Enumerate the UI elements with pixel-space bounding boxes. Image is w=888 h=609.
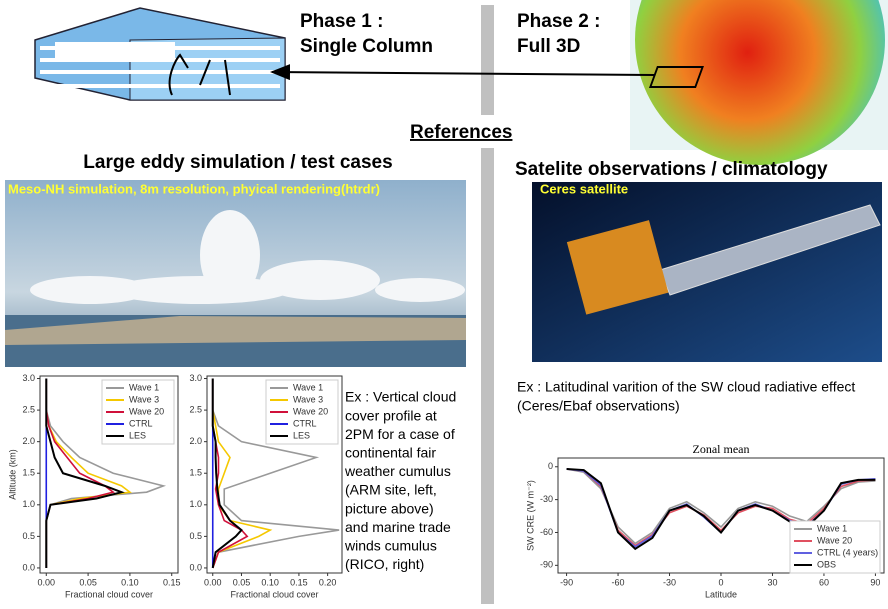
legend-label: CTRL [129, 418, 153, 428]
x-tick-label: 0.00 [38, 577, 56, 587]
phase2-title: Phase 2 : [517, 11, 600, 32]
y-tick-label: 2.5 [22, 404, 35, 414]
y-tick-label: 0 [548, 461, 553, 471]
y-tick-label: 1.5 [189, 468, 202, 478]
x-axis-label: Fractional cloud cover [65, 589, 153, 599]
y-tick-label: 1.0 [189, 499, 202, 509]
x-tick-label: 0.00 [204, 577, 222, 587]
x-tick-label: 0.05 [233, 577, 251, 587]
x-tick-label: 60 [819, 577, 829, 587]
note-line: and marine trade [345, 519, 451, 535]
legend-label: LES [129, 430, 146, 440]
phase1-title: Phase 1 : [300, 11, 383, 32]
x-tick-label: -30 [663, 577, 676, 587]
y-axis-label: SW CRE (W m⁻²) [525, 480, 535, 551]
y-tick-label: -60 [540, 527, 553, 537]
divider [481, 5, 494, 115]
x-tick-label: -60 [612, 577, 625, 587]
y-tick-label: 1.0 [22, 499, 35, 509]
x-tick-label: 0.20 [319, 577, 337, 587]
y-tick-label: 1.5 [22, 468, 35, 478]
y-tick-label: 2.0 [22, 436, 35, 446]
right-heading: Satelite observations / climatology [515, 159, 828, 180]
note-line: (ARM site, left, [345, 482, 437, 498]
y-tick-label: 2.0 [189, 436, 202, 446]
arrow [272, 72, 655, 75]
y-tick-label: 2.5 [189, 404, 202, 414]
x-axis-label: Fractional cloud cover [230, 589, 318, 599]
y-tick-label: 0.5 [189, 531, 202, 541]
legend-label: Wave 20 [129, 406, 164, 416]
phase1-subtitle: Single Column [300, 36, 433, 57]
note-line: (Ceres/Ebaf observations) [517, 398, 680, 414]
y-axis-label: Altitude (km) [7, 449, 17, 500]
legend-label: Wave 3 [293, 394, 323, 404]
x-tick-label: 30 [767, 577, 777, 587]
note-line: picture above) [345, 500, 434, 516]
y-tick-label: 0.0 [22, 562, 35, 572]
satellite-caption: Ceres satellite [540, 181, 628, 196]
legend-label: CTRL (4 years) [817, 547, 878, 557]
legend-label: Wave 1 [817, 523, 847, 533]
y-tick-label: 3.0 [189, 373, 202, 383]
left-heading: Large eddy simulation / test cases [83, 152, 392, 173]
single-column-icon [35, 8, 285, 100]
x-tick-label: 0.15 [290, 577, 308, 587]
note-line: Ex : Latitudinal varition of the SW clou… [517, 379, 855, 395]
note-line: weather cumulus [344, 463, 451, 479]
les-image [5, 180, 466, 367]
satellite-image [532, 182, 882, 362]
x-tick-label: 0.15 [163, 577, 181, 587]
note-line: cover profile at [345, 407, 437, 423]
legend-label: LES [293, 430, 310, 440]
references: References [410, 122, 512, 143]
x-tick-label: 0.05 [79, 577, 97, 587]
les-caption: Meso-NH simulation, 8m resolution, phyic… [8, 181, 380, 196]
x-tick-label: -90 [560, 577, 573, 587]
legend-label: Wave 1 [293, 382, 323, 392]
divider [481, 148, 494, 604]
note-line: winds cumulus [344, 538, 437, 554]
note-line: Ex : Vertical cloud [345, 389, 456, 405]
legend-label: CTRL [293, 418, 317, 428]
x-tick-label: 90 [870, 577, 880, 587]
note-line: 2PM for a case of [345, 426, 455, 442]
slide: Phase 1 : Single Column Phase 2 : Full 3… [0, 0, 888, 604]
y-tick-label: -90 [540, 560, 553, 570]
x-axis-label: Latitude [705, 589, 737, 599]
y-tick-label: 3.0 [22, 373, 35, 383]
legend-label: Wave 20 [817, 535, 852, 545]
legend-label: Wave 20 [293, 406, 328, 416]
chart-title: Zonal mean [693, 442, 750, 456]
x-tick-label: 0 [718, 577, 723, 587]
x-tick-label: 0.10 [121, 577, 139, 587]
x-tick-label: 0.10 [261, 577, 279, 587]
note-line: continental fair [345, 445, 436, 461]
phase2-subtitle: Full 3D [517, 36, 580, 57]
note-line: (RICO, right) [345, 556, 424, 572]
legend-label: Wave 1 [129, 382, 159, 392]
globe-image [630, 0, 888, 165]
y-tick-label: 0.5 [22, 531, 35, 541]
y-tick-label: 0.0 [189, 562, 202, 572]
legend-label: Wave 3 [129, 394, 159, 404]
y-tick-label: -30 [540, 494, 553, 504]
legend-label: OBS [817, 559, 836, 569]
